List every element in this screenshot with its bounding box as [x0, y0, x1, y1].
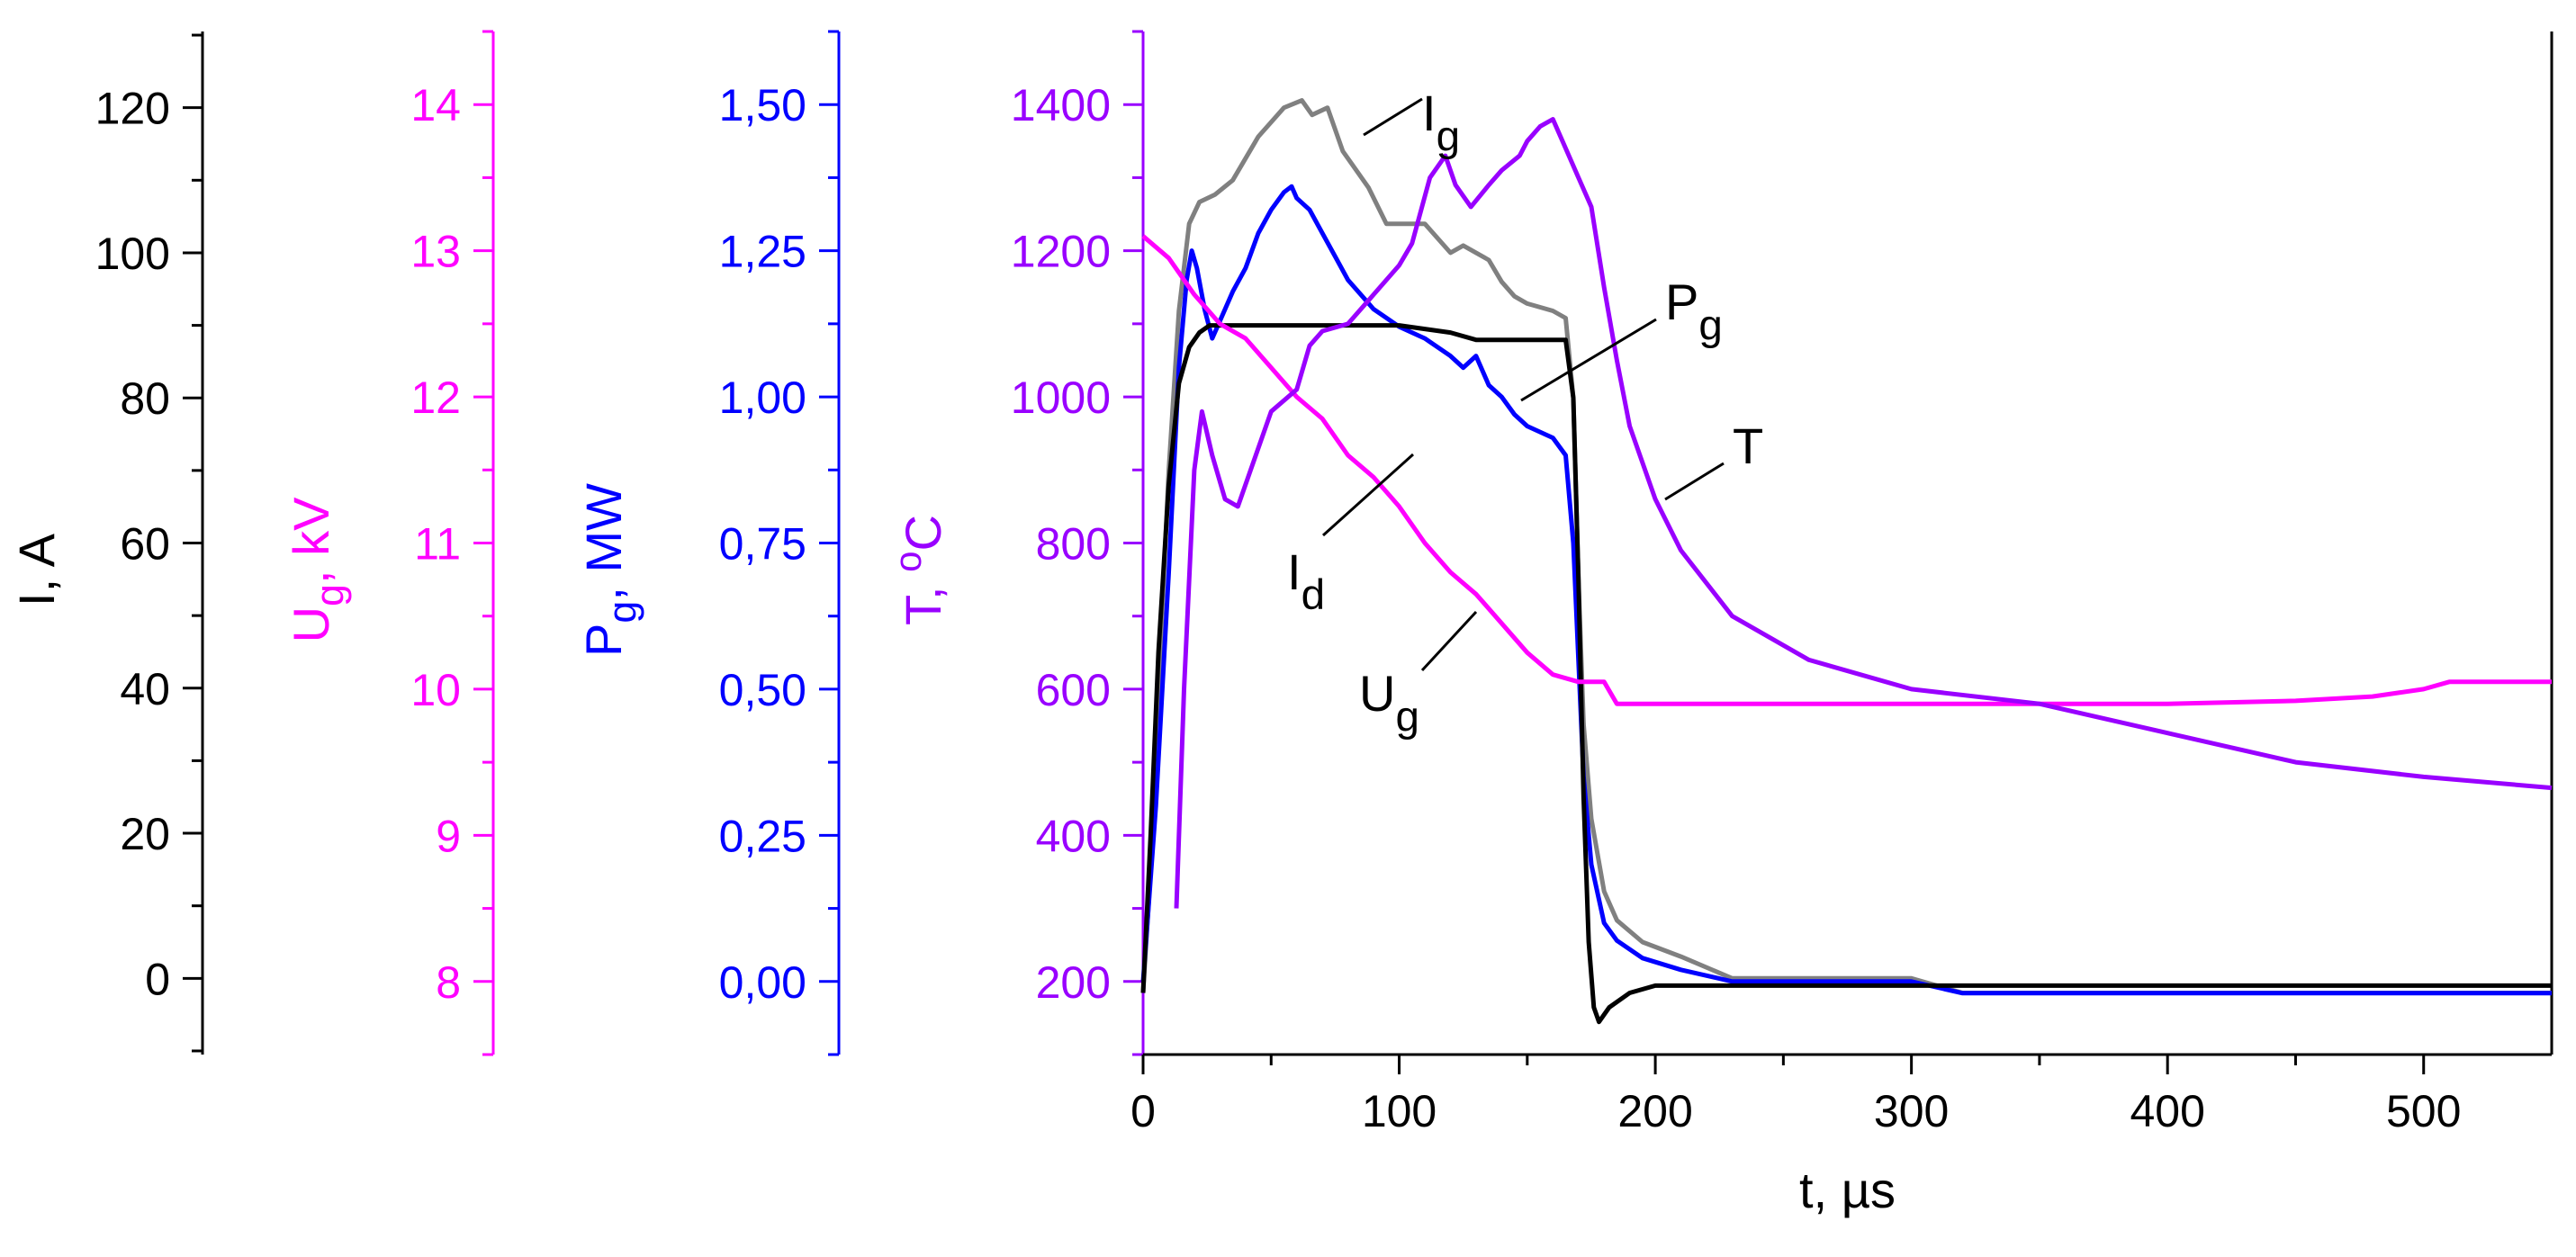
y-axis-label-sup: o: [887, 551, 929, 571]
annotation-label-main: T: [1733, 418, 1763, 474]
y-tick-label-I: 0: [145, 954, 170, 1004]
annotation-leader-Ig: [1363, 97, 1423, 137]
y-axis-P: 0,00 0,25 0,50 0,75 1,00 1,25 1,50 Pg, MW: [575, 30, 841, 1056]
y-tick-label-P: 1,25: [719, 227, 806, 277]
y-tick-label-T: 200: [1036, 957, 1111, 1008]
x-axis-label: t, µs: [1799, 1162, 1896, 1218]
x-tick-label: 200: [1617, 1086, 1692, 1136]
y-tick-label-T: 1000: [1011, 373, 1111, 423]
y-tick-label-P: 1,50: [719, 80, 806, 130]
x-tick-label: 0: [1130, 1086, 1156, 1136]
series-Id: [1140, 323, 2552, 1025]
annotation-label-sub: d: [1302, 571, 1325, 619]
y-axis-label-tail: , MW: [575, 483, 632, 601]
series-Ig: [1140, 98, 2552, 995]
annotation-label-Pg: Pg: [1665, 274, 1723, 349]
series-layer: [1140, 98, 2553, 1025]
y-tick-label-T: 400: [1036, 811, 1111, 861]
y-tick-label-P: 1,00: [719, 373, 806, 423]
y-axis-label-main: P: [575, 624, 632, 657]
y-tick-label-U: 8: [436, 957, 461, 1008]
y-tick-label-P: 0,25: [719, 811, 806, 861]
y-tick-label-I: 20: [120, 809, 170, 859]
y-tick-label-U: 11: [414, 519, 461, 570]
annotation-label-sub: g: [1698, 301, 1722, 349]
y-axis-label-tail: , kV: [283, 497, 339, 584]
y-tick-label-P: 0,50: [719, 665, 806, 715]
annotation-label-Ig: Ig: [1422, 85, 1460, 160]
annotation-label-T: T: [1733, 418, 1763, 474]
annotation-leader-Pg: [1520, 318, 1657, 402]
y-axis-label-U: Ug, kV: [283, 497, 352, 642]
y-tick-label-I: 60: [120, 519, 170, 570]
plot-frame: [1143, 31, 2553, 1056]
x-tick-label: 300: [1874, 1086, 1949, 1136]
series-Pg: [1140, 184, 2552, 996]
annotation-leader-Ug: [1420, 610, 1478, 672]
y-tick-label-I: 80: [120, 373, 170, 424]
y-tick-label-U: 12: [410, 373, 461, 423]
annotation-label-main: U: [1359, 665, 1395, 722]
y-tick-label-I: 100: [95, 229, 170, 279]
series-T: [1174, 117, 2553, 909]
y-tick-label-T: 800: [1036, 519, 1111, 570]
x-tick-label: 500: [2386, 1086, 2461, 1136]
annotation-label-sub: g: [1395, 693, 1419, 741]
annotation-label-main: I: [1287, 543, 1302, 600]
annotation-label-main: I: [1422, 85, 1437, 141]
annotation-leader-T: [1664, 462, 1725, 501]
y-tick-label-U: 14: [410, 80, 461, 130]
x-tick-label: 400: [2130, 1086, 2204, 1136]
y-axis-label-main: I, A: [8, 533, 65, 606]
y-axis-I: 0 20 40 60 80 100 120 I, A: [8, 31, 204, 1055]
y-tick-label-T: 600: [1036, 665, 1111, 715]
y-axis-label-sub: g: [599, 601, 644, 624]
y-tick-label-P: 0,00: [719, 957, 806, 1008]
y-axis-label-T: T, oC: [887, 515, 951, 625]
series-Ug: [1141, 234, 2552, 706]
annotation-label-Ug: Ug: [1359, 665, 1419, 741]
annotation-leader-Id: [1321, 453, 1415, 537]
y-tick-label-P: 0,75: [719, 519, 806, 570]
annotation-label-main: P: [1665, 274, 1698, 330]
y-axis-label-main: U: [283, 606, 339, 642]
y-tick-label-U: 10: [410, 665, 461, 715]
annotation-label-Id: Id: [1287, 543, 1325, 619]
y-axis-U: 8 9 10 11 12 13 14 Ug, kV: [283, 30, 495, 1056]
y-axis-label-I: I, A: [8, 533, 65, 606]
y-axis-T: 200 400 600 800 1000 1200 1400 T, oC: [887, 30, 1145, 1056]
x-axis: 0 100 200 300 400 500 t, µs: [1130, 1055, 2461, 1218]
x-tick-label: 100: [1362, 1086, 1437, 1136]
y-axis-label-sub: g: [307, 584, 352, 606]
y-tick-label-T: 1200: [1011, 227, 1111, 277]
y-tick-label-I: 120: [95, 84, 170, 134]
y-tick-label-U: 9: [436, 811, 461, 861]
y-axis-label-main: T,: [895, 572, 951, 625]
y-axis-label-P: Pg, MW: [575, 483, 644, 657]
y-tick-label-I: 40: [120, 664, 170, 714]
y-axis-label-tail: C: [895, 515, 951, 551]
y-tick-label-U: 13: [410, 227, 461, 277]
annotation-label-sub: g: [1437, 112, 1460, 160]
y-tick-label-T: 1400: [1011, 80, 1111, 130]
